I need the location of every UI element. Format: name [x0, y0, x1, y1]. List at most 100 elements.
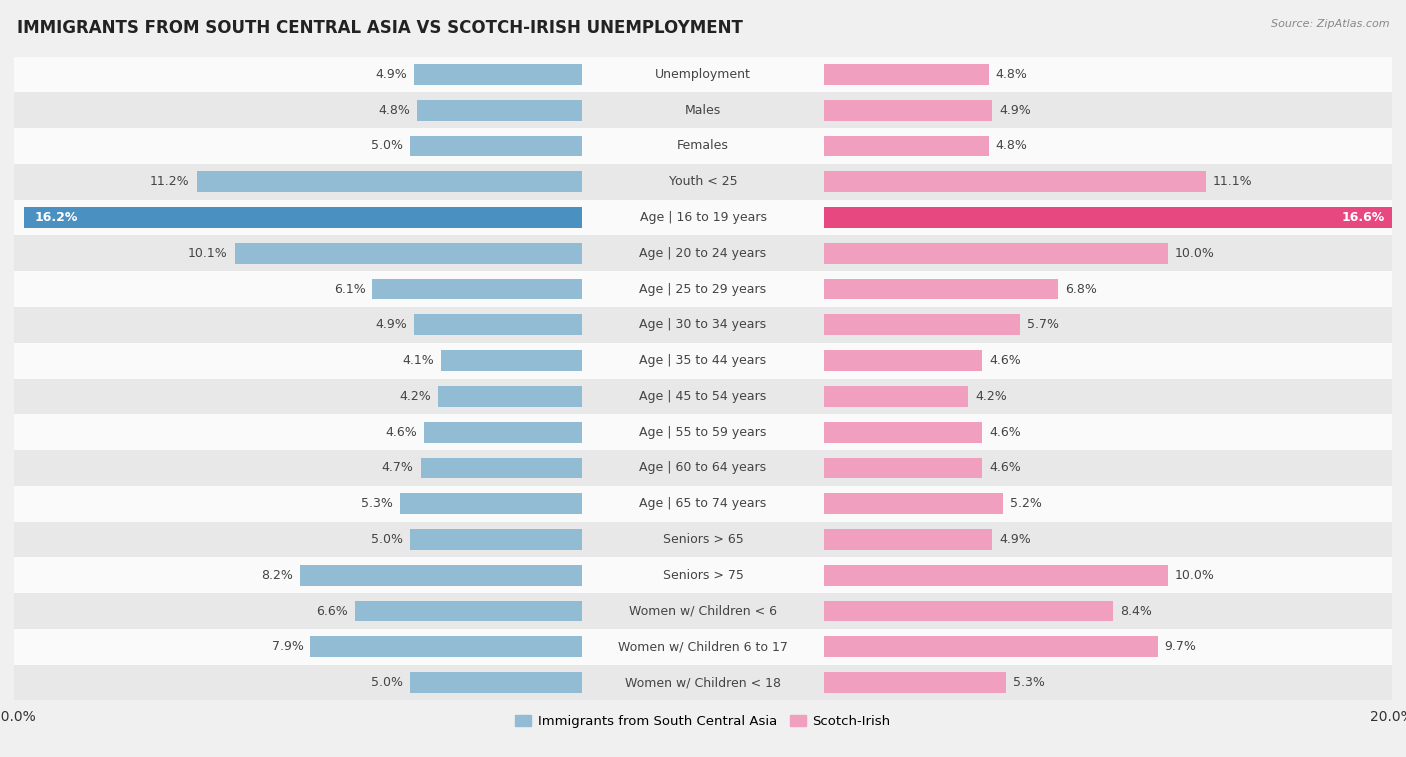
Bar	[14, 378, 1392, 414]
Bar	[824, 243, 1168, 263]
Bar	[14, 307, 1392, 343]
Text: Age | 45 to 54 years: Age | 45 to 54 years	[640, 390, 766, 403]
Bar	[14, 593, 1392, 629]
Text: 5.2%: 5.2%	[1010, 497, 1042, 510]
Text: 4.8%: 4.8%	[995, 68, 1028, 81]
Bar	[425, 422, 582, 443]
Text: 11.1%: 11.1%	[1213, 176, 1253, 188]
Text: 5.0%: 5.0%	[371, 676, 404, 689]
Text: Females: Females	[678, 139, 728, 152]
Text: 4.2%: 4.2%	[976, 390, 1007, 403]
Text: Seniors > 65: Seniors > 65	[662, 533, 744, 546]
Bar	[824, 672, 1007, 693]
Text: 5.7%: 5.7%	[1026, 319, 1059, 332]
Bar	[14, 557, 1392, 593]
Text: Seniors > 75: Seniors > 75	[662, 569, 744, 581]
Bar	[824, 600, 1114, 621]
Bar	[14, 486, 1392, 522]
Text: Women w/ Children < 6: Women w/ Children < 6	[628, 605, 778, 618]
Bar	[14, 57, 1392, 92]
Text: 4.6%: 4.6%	[988, 425, 1021, 438]
Bar	[824, 64, 988, 85]
Text: 4.9%: 4.9%	[1000, 104, 1031, 117]
Bar	[14, 92, 1392, 128]
Bar	[824, 529, 993, 550]
Text: 6.1%: 6.1%	[333, 282, 366, 295]
Text: 4.9%: 4.9%	[375, 68, 406, 81]
Text: Age | 30 to 34 years: Age | 30 to 34 years	[640, 319, 766, 332]
Bar	[824, 350, 981, 371]
Bar	[14, 414, 1392, 450]
Text: Age | 65 to 74 years: Age | 65 to 74 years	[640, 497, 766, 510]
Bar	[197, 171, 582, 192]
Bar	[437, 386, 582, 407]
Text: Age | 25 to 29 years: Age | 25 to 29 years	[640, 282, 766, 295]
Bar	[24, 207, 582, 228]
Bar	[413, 314, 582, 335]
Text: 7.9%: 7.9%	[271, 640, 304, 653]
Bar	[824, 637, 1157, 657]
Bar	[14, 665, 1392, 700]
Bar	[14, 128, 1392, 164]
Text: 5.3%: 5.3%	[361, 497, 392, 510]
Text: 4.2%: 4.2%	[399, 390, 430, 403]
Text: Youth < 25: Youth < 25	[669, 176, 737, 188]
Bar	[373, 279, 582, 300]
Text: 8.4%: 8.4%	[1119, 605, 1152, 618]
Bar	[411, 136, 582, 157]
Bar	[311, 637, 582, 657]
Text: 4.6%: 4.6%	[988, 354, 1021, 367]
Bar	[356, 600, 582, 621]
Text: 10.1%: 10.1%	[188, 247, 228, 260]
Text: Males: Males	[685, 104, 721, 117]
Text: 16.6%: 16.6%	[1341, 211, 1385, 224]
Text: 4.7%: 4.7%	[382, 462, 413, 475]
Text: 16.2%: 16.2%	[35, 211, 79, 224]
Bar	[824, 386, 969, 407]
Bar	[14, 629, 1392, 665]
Text: 9.7%: 9.7%	[1164, 640, 1197, 653]
Text: 10.0%: 10.0%	[1175, 247, 1215, 260]
Bar	[299, 565, 582, 586]
Text: Source: ZipAtlas.com: Source: ZipAtlas.com	[1271, 19, 1389, 29]
Text: 4.8%: 4.8%	[995, 139, 1028, 152]
Bar	[413, 64, 582, 85]
Bar	[411, 529, 582, 550]
Text: Age | 35 to 44 years: Age | 35 to 44 years	[640, 354, 766, 367]
Bar	[14, 450, 1392, 486]
Text: 4.1%: 4.1%	[402, 354, 434, 367]
Bar	[418, 100, 582, 120]
Bar	[824, 136, 988, 157]
Bar	[14, 522, 1392, 557]
Legend: Immigrants from South Central Asia, Scotch-Irish: Immigrants from South Central Asia, Scot…	[510, 709, 896, 734]
Bar	[14, 343, 1392, 378]
Text: Unemployment: Unemployment	[655, 68, 751, 81]
Text: 6.6%: 6.6%	[316, 605, 349, 618]
Text: 4.9%: 4.9%	[375, 319, 406, 332]
Text: 4.6%: 4.6%	[988, 462, 1021, 475]
Bar	[399, 494, 582, 514]
Text: 4.8%: 4.8%	[378, 104, 411, 117]
Text: 10.0%: 10.0%	[1175, 569, 1215, 581]
Text: Women w/ Children 6 to 17: Women w/ Children 6 to 17	[619, 640, 787, 653]
Bar	[824, 422, 981, 443]
Text: 6.8%: 6.8%	[1064, 282, 1097, 295]
Text: 4.6%: 4.6%	[385, 425, 418, 438]
Bar	[824, 494, 1002, 514]
Text: 11.2%: 11.2%	[150, 176, 190, 188]
Bar	[411, 672, 582, 693]
Bar	[824, 314, 1019, 335]
Bar	[824, 171, 1206, 192]
Text: Age | 16 to 19 years: Age | 16 to 19 years	[640, 211, 766, 224]
Bar	[824, 565, 1168, 586]
Bar	[14, 271, 1392, 307]
Text: 4.9%: 4.9%	[1000, 533, 1031, 546]
Text: Age | 20 to 24 years: Age | 20 to 24 years	[640, 247, 766, 260]
Text: 8.2%: 8.2%	[262, 569, 292, 581]
Bar	[824, 457, 981, 478]
Bar	[441, 350, 582, 371]
Bar	[824, 100, 993, 120]
Bar	[824, 279, 1057, 300]
Text: 5.3%: 5.3%	[1012, 676, 1045, 689]
Text: Age | 60 to 64 years: Age | 60 to 64 years	[640, 462, 766, 475]
